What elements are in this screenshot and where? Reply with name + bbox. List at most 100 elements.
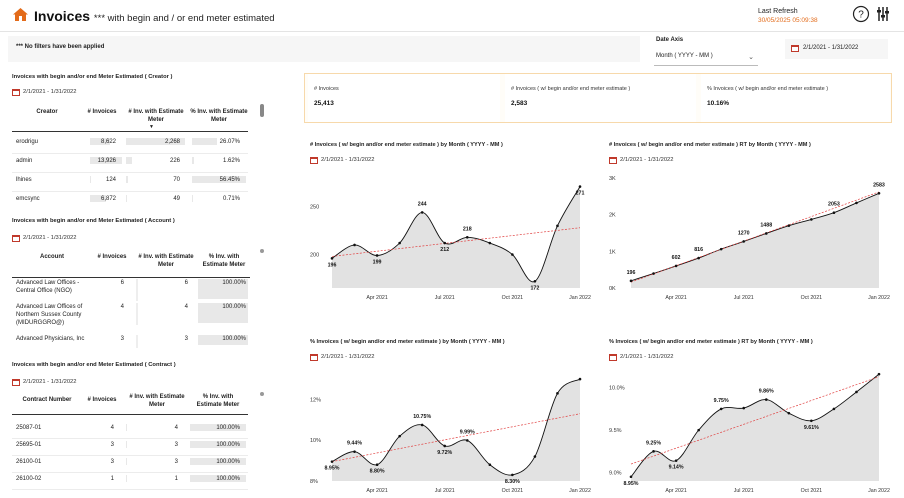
invoices-rt-by-month-chart[interactable]: 0K 1K 2K 3K 196 602 816 1270 1488 2053 2583 Apr 202…	[603, 170, 895, 302]
col-header-estimate-count[interactable]: # Inv. with Estimate Meter	[129, 394, 185, 408]
col-header-contract[interactable]: Contract Number	[22, 397, 72, 403]
calendar-icon	[12, 379, 20, 386]
kpi-value: 10.16%	[707, 100, 730, 107]
help-icon[interactable]: ?	[852, 5, 870, 23]
row-divider	[12, 153, 248, 154]
contract-number: 26100-02	[16, 476, 42, 482]
col-header-estimate-count[interactable]: # Inv. with Estimate Meter	[128, 109, 184, 123]
filters-status: *** No filters have been applied	[16, 44, 105, 50]
contract-table[interactable]: Contract Number # Invoices # Inv. with E…	[12, 392, 256, 496]
table-row[interactable]: erodrigu 8,622 2,268 26.07%	[12, 135, 248, 153]
table-row[interactable]: 26100-02 1 1 100.00%	[12, 473, 248, 489]
data-point	[398, 241, 401, 245]
header-divider	[12, 277, 250, 278]
estimate-pct: 100.00%	[222, 280, 246, 286]
creator-name: admin	[16, 158, 33, 164]
data-label: 9.86%	[759, 389, 774, 395]
estimate-count: 2,268	[164, 139, 180, 145]
kpi-card-estimated-invoices: # Invoices ( w/ begin and/or end meter e…	[505, 74, 696, 122]
kpi-card-estimated-pct: % Invoices ( w/ begin and/or end meter e…	[701, 74, 890, 122]
invoice-bar	[90, 195, 106, 202]
estimate-pct: 100.00%	[222, 336, 246, 342]
chart-date: 2/1/2021 - 1/31/2022	[609, 354, 674, 361]
page-title: Invoices *** with begin and / or end met…	[34, 8, 275, 24]
x-tick-label: Jul 2021	[734, 488, 754, 494]
col-header-estimate-pct[interactable]: % Inv. with Estimate Meter	[196, 394, 240, 408]
area-fill	[631, 193, 879, 288]
account-table[interactable]: Account # Invoices # Inv. with Estimate …	[12, 250, 256, 348]
data-point	[420, 211, 424, 214]
data-point	[629, 279, 633, 283]
date-text: 2/1/2021 - 1/31/2022	[23, 89, 77, 95]
estimate-bar	[126, 138, 185, 145]
x-tick-label: Oct 2021	[801, 488, 823, 494]
estimate-pct: 100.00%	[222, 304, 246, 310]
estimate-bar	[126, 176, 128, 183]
data-point	[465, 236, 469, 239]
data-label: 271	[576, 191, 585, 197]
y-tick-label: 9.0%	[609, 471, 622, 477]
col-header-estimate-count[interactable]: # Inv. with Estimate Meter	[138, 254, 194, 268]
data-point	[742, 406, 746, 410]
home-icon[interactable]	[12, 7, 29, 22]
estimate-count: 3	[174, 442, 178, 448]
account-table-scrollbar[interactable]	[260, 249, 264, 253]
estimate-pct-bar	[192, 176, 246, 183]
table-row[interactable]: 25695-01 3 3 100.00%	[12, 439, 248, 455]
col-header-estimate-pct[interactable]: % Inv. with Estimate Meter	[190, 109, 248, 123]
estimate-count: 1	[174, 476, 178, 482]
data-point	[832, 407, 836, 411]
y-tick-label: 9.5%	[609, 428, 622, 434]
invoices-by-month-chart[interactable]: 200 250 196 199 244 212 218 172 271 Apr 2021 Jul 2…	[304, 170, 596, 302]
account-name-line: Central Office (NGO)	[16, 288, 72, 294]
estimate-count: 4	[174, 425, 178, 431]
col-header-account[interactable]: Account	[40, 254, 64, 260]
table-row[interactable]: 26100-01 3 3 100.00%	[12, 456, 248, 472]
date-axis-dropdown[interactable]: Month ( YYYY - MM ) ⌄	[654, 44, 758, 66]
contract-number: 26100-01	[16, 459, 42, 465]
y-tick-label: 250	[310, 205, 319, 211]
col-header-estimate-pct[interactable]: % Inv. with Estimate Meter	[202, 254, 246, 268]
pct-invoices-rt-by-month-chart[interactable]: 9.0% 9.5% 10.0% 8.95% 9.25% 9.14% 9.75% 9.86% 9.…	[603, 367, 895, 495]
estimate-bar	[126, 157, 133, 164]
estimate-pct-bar	[192, 195, 193, 202]
data-point	[533, 455, 537, 458]
contract-table-scrollbar[interactable]	[260, 392, 264, 396]
data-point	[652, 272, 655, 275]
chart-title: % Invoices ( w/ begin and/or end meter e…	[609, 339, 813, 345]
col-header-creator[interactable]: Creator	[36, 109, 58, 115]
area-fill	[332, 186, 580, 288]
calendar-icon	[791, 45, 799, 52]
col-header-invoices[interactable]: # Invoices	[97, 254, 127, 260]
pct-invoices-by-month-chart[interactable]: 8% 10% 12% 8.95% 9.44% 8.80% 10.75% 9.72% 9.99% 8…	[304, 367, 596, 495]
table-row[interactable]: 25087-01 4 4 100.00%	[12, 422, 248, 438]
table-row[interactable]: Advanced Physicians, Inc 3 3 100.00%	[12, 335, 250, 348]
invoice-bar	[90, 157, 122, 164]
chart-date: 2/1/2021 - 1/31/2022	[609, 157, 674, 164]
chart-date: 2/1/2021 - 1/31/2022	[310, 157, 375, 164]
data-label: 816	[694, 247, 703, 253]
table-row[interactable]: emcsync 6,872 49 0.71%	[12, 192, 248, 208]
date-range-filter[interactable]: 2/1/2021 - 1/31/2022	[785, 39, 888, 59]
area-fill	[332, 379, 580, 481]
estimate-pct: 0.71%	[222, 196, 240, 202]
data-label: 10.75%	[413, 414, 431, 420]
calendar-icon	[310, 354, 318, 361]
invoice-bar	[126, 475, 127, 482]
col-header-invoices[interactable]: # Invoices	[87, 109, 117, 115]
last-refresh-value: 30/05/2025 05:09:38	[758, 17, 818, 24]
table-row[interactable]: admin 13,926 226 1.62%	[12, 154, 248, 172]
col-header-invoices[interactable]: # Invoices	[87, 397, 117, 403]
settings-sliders-icon[interactable]	[876, 6, 890, 22]
contract-table-date: 2/1/2021 - 1/31/2022	[12, 379, 77, 386]
x-tick-label: Jul 2021	[435, 295, 455, 301]
estimate-pct: 100.00%	[216, 476, 240, 482]
estimate-count: 3	[174, 459, 178, 465]
table-row[interactable]: lhines 124 70 56.45%	[12, 173, 248, 191]
table-row[interactable]: Advanced Law Offices - Central Office (NG…	[12, 279, 250, 310]
creator-table[interactable]: Creator # Invoices # Inv. with Estimate …	[12, 104, 256, 208]
table-row[interactable]: Advanced Law Offices of Northern Sussex C…	[12, 303, 250, 334]
kpi-value: 2,583	[511, 100, 528, 107]
y-tick-label: 0K	[609, 286, 616, 292]
creator-table-scrollbar[interactable]	[260, 104, 264, 117]
